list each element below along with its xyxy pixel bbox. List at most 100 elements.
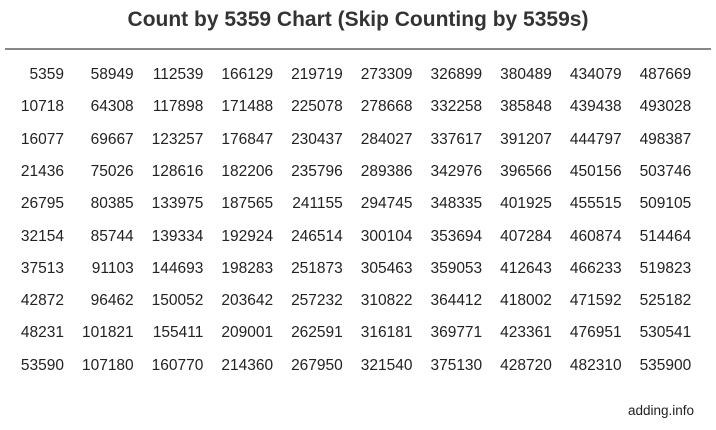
table-cell: 241155 xyxy=(292,195,343,213)
table-cell: 326899 xyxy=(430,66,483,83)
table-cell: 21436 xyxy=(20,162,64,180)
table-cell: 428720 xyxy=(500,356,552,374)
table-cell: 219719 xyxy=(291,66,343,83)
table-cell: 525182 xyxy=(639,292,692,310)
table-cell: 455515 xyxy=(569,195,622,213)
table-cell: 369771 xyxy=(430,324,483,342)
chart-title: Count by 5359 Chart (Skip Counting by 53… xyxy=(127,8,589,31)
table-cell: 128616 xyxy=(151,162,204,180)
table-cell: 294745 xyxy=(360,195,413,213)
table-cell: 117898 xyxy=(152,98,204,116)
table-cell: 53590 xyxy=(20,356,64,374)
table-cell: 133975 xyxy=(151,195,204,213)
table-cell: 246514 xyxy=(291,227,343,245)
table-cell: 251873 xyxy=(291,259,343,277)
table-cell: 418002 xyxy=(500,292,552,310)
table-cell: 316181 xyxy=(360,324,413,342)
table-cell: 48231 xyxy=(20,324,64,342)
table-cell: 42872 xyxy=(20,292,64,310)
table-cell: 80385 xyxy=(90,195,134,213)
table-cell: 332258 xyxy=(430,98,483,116)
table-cell: 32154 xyxy=(20,227,64,245)
table-cell: 487669 xyxy=(639,66,692,83)
table-cell: 155411 xyxy=(152,324,204,342)
table-cell: 535900 xyxy=(639,356,692,374)
table-cell: 466233 xyxy=(569,259,622,277)
table-cell: 26795 xyxy=(20,195,64,213)
table-cell: 348335 xyxy=(430,195,483,213)
table-cell: 503746 xyxy=(639,162,692,180)
table-cell: 144693 xyxy=(151,259,204,277)
table-cell: 519823 xyxy=(639,259,692,277)
table-cell: 509105 xyxy=(639,195,692,213)
table-cell: 342976 xyxy=(430,162,483,180)
table-cell: 262591 xyxy=(291,324,343,342)
table-cell: 353694 xyxy=(430,227,483,245)
table-cell: 235796 xyxy=(291,162,343,180)
table-cell: 10718 xyxy=(20,98,64,116)
table-cell: 310822 xyxy=(360,292,413,310)
table-cell: 412643 xyxy=(500,259,552,277)
table-cell: 69667 xyxy=(90,130,134,148)
table-cell: 423361 xyxy=(500,324,552,342)
table-cell: 278668 xyxy=(360,98,413,116)
table-cell: 160770 xyxy=(151,356,204,374)
table-cell: 150052 xyxy=(151,292,204,310)
table-cell: 273309 xyxy=(360,66,413,83)
table-cell: 460874 xyxy=(569,227,622,245)
table-cell: 230437 xyxy=(291,130,343,148)
table-cell: 380489 xyxy=(500,66,552,83)
table-cell: 498387 xyxy=(639,130,692,148)
table-cell: 101821 xyxy=(81,324,134,342)
table-cell: 85744 xyxy=(90,227,134,245)
table-cell: 123257 xyxy=(151,130,204,148)
table-cell: 444797 xyxy=(569,130,622,148)
table-cell: 289386 xyxy=(360,162,413,180)
table-cell: 401925 xyxy=(500,195,552,213)
table-cell: 476951 xyxy=(569,324,622,342)
table-cell: 321540 xyxy=(360,356,413,374)
table-cell: 514464 xyxy=(639,227,692,245)
title-divider xyxy=(5,48,711,50)
table-cell: 471592 xyxy=(569,292,622,310)
table-cell: 439438 xyxy=(569,98,622,116)
table-cell: 58949 xyxy=(90,66,134,83)
table-cell: 203642 xyxy=(221,292,274,310)
table-cell: 300104 xyxy=(360,227,413,245)
table-cell: 171488 xyxy=(221,98,274,116)
table-cell: 187565 xyxy=(221,195,274,213)
table-cell: 257232 xyxy=(291,292,343,310)
table-cell: 225078 xyxy=(291,98,343,116)
table-cell: 198283 xyxy=(221,259,274,277)
table-cell: 214360 xyxy=(221,356,274,374)
table-cell: 493028 xyxy=(639,98,692,116)
site-credit: adding.info xyxy=(627,403,694,418)
table-cell: 107180 xyxy=(81,356,134,374)
table-cell: 139334 xyxy=(151,227,204,245)
table-cell: 305463 xyxy=(360,259,413,277)
table-cell: 166129 xyxy=(221,66,274,83)
table-cell: 385848 xyxy=(500,98,552,116)
table-cell: 375130 xyxy=(430,356,483,374)
table-cell: 359053 xyxy=(430,259,483,277)
table-cell: 64308 xyxy=(90,98,134,116)
table-cell: 407284 xyxy=(500,227,552,245)
table-cell: 364412 xyxy=(430,292,483,310)
table-cell: 267950 xyxy=(291,356,343,374)
table-cell: 434079 xyxy=(569,66,622,83)
table-cell: 209001 xyxy=(221,324,274,342)
table-cell: 391207 xyxy=(500,130,552,148)
table-cell: 37513 xyxy=(20,259,64,277)
table-cell: 192924 xyxy=(221,227,274,245)
table-cell: 176847 xyxy=(221,130,274,148)
table-cell: 396566 xyxy=(500,162,552,180)
table-cell: 96462 xyxy=(90,292,134,310)
table-cell: 5359 xyxy=(29,66,64,83)
table-cell: 530541 xyxy=(639,324,692,342)
table-cell: 284027 xyxy=(360,130,413,148)
table-cell: 75026 xyxy=(90,162,134,180)
table-cell: 337617 xyxy=(430,130,483,148)
table-cell: 112539 xyxy=(152,66,204,83)
table-cell: 482310 xyxy=(569,356,622,374)
table-cell: 16077 xyxy=(20,130,64,148)
